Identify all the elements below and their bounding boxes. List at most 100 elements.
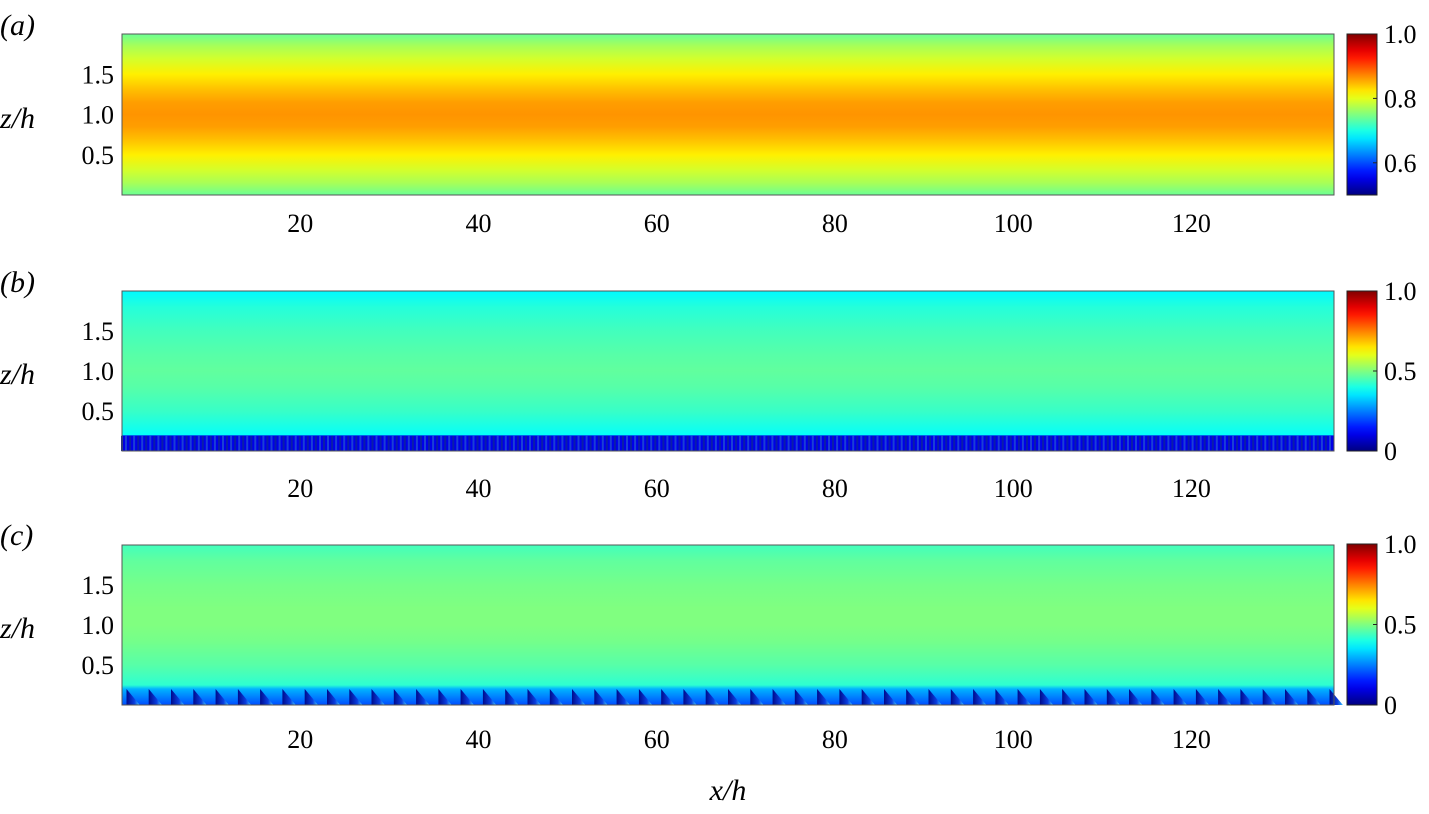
roughness-c: [126, 689, 1343, 705]
x-ticks-a: 20 40 60 80 100 120: [287, 209, 1211, 238]
x-tick-label: 100: [994, 725, 1033, 754]
roughness-element: [1173, 689, 1187, 705]
roughness-element: [884, 689, 898, 705]
y-tick-label: 1.5: [82, 60, 115, 89]
colorbar-tick-label: 1.0: [1384, 277, 1417, 306]
roughness-element: [1195, 689, 1210, 705]
roughness-element: [460, 689, 474, 705]
roughness-b: [121, 435, 1331, 451]
plot-frame-a: [121, 33, 1335, 196]
y-tick-label: 1.0: [82, 611, 115, 640]
heatmap-a: [122, 34, 1334, 195]
colorbar-ticks-c: 0 0.5 1.0: [1373, 530, 1417, 720]
roughness-element: [772, 689, 786, 705]
colorbar-tick-label: 1.0: [1384, 530, 1417, 559]
roughness-element: [1307, 689, 1321, 705]
roughness-element: [1240, 689, 1254, 705]
x-tick-label: 80: [822, 725, 848, 754]
roughness-element: [393, 689, 408, 705]
colorbar-a: [1346, 33, 1378, 196]
colorbar-tick-label: 0: [1384, 437, 1397, 466]
colorbar-b: [1346, 290, 1378, 452]
y-tick-label: 1.0: [82, 357, 115, 386]
roughness-element: [1039, 689, 1054, 705]
x-tick-label: 40: [466, 209, 492, 238]
ylabel-c: z/h: [0, 612, 35, 645]
x-tick-label: 20: [287, 209, 313, 238]
x-tick-label: 60: [644, 725, 670, 754]
roughness-element: [148, 689, 163, 705]
y-tick-label: 1.5: [82, 317, 115, 346]
roughness-element: [1329, 689, 1343, 705]
x-tick-label: 120: [1172, 474, 1211, 503]
roughness-element: [973, 689, 987, 705]
roughness-element: [505, 689, 519, 705]
x-tick-label: 20: [287, 725, 313, 754]
roughness-element: [839, 689, 853, 705]
x-tick-label: 20: [287, 474, 313, 503]
ylabel-b: z/h: [0, 358, 35, 391]
roughness-element: [616, 689, 630, 705]
roughness-element: [193, 689, 207, 705]
roughness-element: [1262, 689, 1277, 705]
roughness-element: [349, 689, 363, 705]
roughness-element: [527, 689, 541, 705]
roughness-element: [549, 689, 564, 705]
roughness-element: [1084, 689, 1098, 705]
ylabel-a: z/h: [0, 102, 35, 135]
roughness-element: [260, 689, 274, 705]
roughness-element: [1218, 689, 1232, 705]
y-tick-label: 1.0: [82, 101, 115, 130]
roughness-element: [282, 689, 296, 705]
roughness-element: [1106, 689, 1121, 705]
roughness-element: [482, 689, 497, 705]
x-tick-label: 120: [1172, 725, 1211, 754]
y-tick-label: 1.5: [82, 571, 115, 600]
x-tick-label: 40: [466, 474, 492, 503]
roughness-element: [728, 689, 742, 705]
panel-a: (a) z/h 0.5 1.0 1.5 20 40 60 80 100 120 0.6 0.8 1…: [0, 9, 1417, 238]
panel-b: (b) z/h 0.5 1.0 1.5 20 40 60 80 100 120 0 0.5 1.0: [0, 266, 1417, 503]
x-tick-label: 100: [994, 209, 1033, 238]
x-tick-label: 60: [644, 474, 670, 503]
panel-label-c: (c): [0, 519, 33, 552]
roughness-element: [906, 689, 920, 705]
xlabel: x/h: [709, 774, 747, 807]
roughness-element: [705, 689, 720, 705]
roughness-element: [126, 689, 140, 705]
roughness-element: [794, 689, 809, 705]
roughness-element: [861, 689, 875, 705]
roughness-element: [928, 689, 942, 705]
roughness-element: [1062, 689, 1076, 705]
plot-frame-c: [121, 544, 1335, 706]
y-ticks-b: 0.5 1.0 1.5: [82, 317, 115, 426]
roughness-element: [661, 689, 675, 705]
colorbar-tick-label: 0.6: [1384, 149, 1417, 178]
roughness-element: [1151, 689, 1165, 705]
x-tick-label: 40: [466, 725, 492, 754]
colorbar-tick-label: 0: [1384, 691, 1397, 720]
x-tick-label: 60: [644, 209, 670, 238]
roughness-element: [438, 689, 452, 705]
roughness-element: [304, 689, 319, 705]
roughness-element: [683, 689, 697, 705]
roughness-element: [1285, 689, 1299, 705]
roughness-element: [950, 689, 965, 705]
y-ticks-c: 0.5 1.0 1.5: [82, 571, 115, 680]
roughness-element: [817, 689, 831, 705]
x-tick-label: 80: [822, 209, 848, 238]
colorbar-tick-label: 0.5: [1384, 611, 1417, 640]
colorbar-ticks-b: 0 0.5 1.0: [1373, 277, 1417, 466]
roughness-element: [750, 689, 764, 705]
heatmap-b: [122, 291, 1334, 451]
x-tick-label: 80: [822, 474, 848, 503]
roughness-element: [171, 689, 185, 705]
plot-frame-b: [121, 290, 1335, 452]
y-tick-label: 0.5: [82, 397, 115, 426]
roughness-element: [572, 689, 586, 705]
panel-label-a: (a): [0, 9, 35, 42]
colorbar-ticks-a: 0.6 0.8 1.0: [1373, 20, 1417, 178]
panel-label-b: (b): [0, 266, 35, 299]
roughness-element: [416, 689, 430, 705]
